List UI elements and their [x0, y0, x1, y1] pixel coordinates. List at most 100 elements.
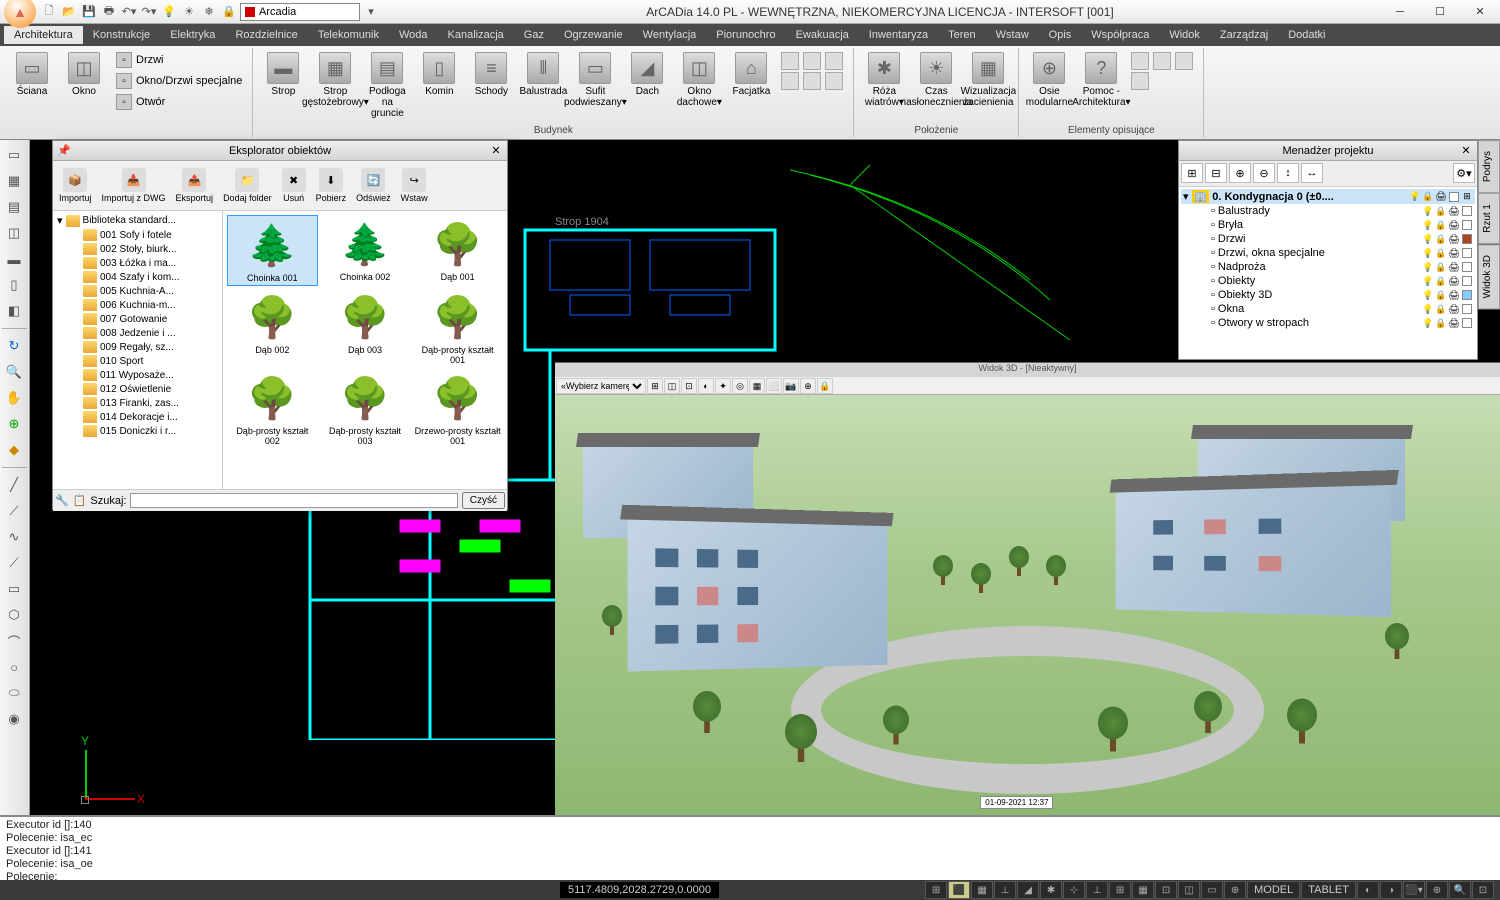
ribbon-small-button[interactable]: ▫Otwór — [112, 92, 246, 112]
ribbon-icon[interactable] — [781, 72, 799, 90]
v3d-button[interactable]: ⬜ — [766, 378, 782, 394]
ribbon-icon[interactable] — [1153, 52, 1171, 70]
mgr-button[interactable]: ↔ — [1301, 163, 1323, 183]
tool-icon[interactable]: ▯ — [2, 274, 26, 296]
sb-button[interactable]: ◫ — [1178, 881, 1200, 899]
ribbon-icon[interactable] — [803, 52, 821, 70]
manager-item[interactable]: ▫Obiekty 3D💡🔒🖨 — [1181, 288, 1475, 302]
close-button[interactable]: ✕ — [1460, 0, 1500, 24]
menu-item[interactable]: Wentylacja — [633, 26, 707, 44]
tool-icon[interactable]: ▭ — [2, 144, 26, 166]
sb-button[interactable]: ⊞ — [925, 881, 947, 899]
v3d-button[interactable]: ⊕ — [800, 378, 816, 394]
tree-item[interactable]: 014 Dekoracje i... — [55, 410, 220, 424]
tree-item[interactable]: 005 Kuchnia-A... — [55, 284, 220, 298]
explorer-toolbar-button[interactable]: ✖Usuń — [278, 163, 310, 208]
menu-item[interactable]: Piorunochro — [706, 26, 785, 44]
command-line[interactable]: Executor id []:140Polecenie: isa_ecExecu… — [0, 815, 1500, 880]
tool-rect-icon[interactable]: ▭ — [2, 578, 26, 600]
manager-item[interactable]: ▫Drzwi💡🔒🖨 — [1181, 232, 1475, 246]
tree-item[interactable]: 006 Kuchnia-m... — [55, 298, 220, 312]
tree-item[interactable]: 011 Wyposaże... — [55, 368, 220, 382]
explorer-tree[interactable]: ▾Biblioteka standard...001 Sofy i fotele… — [53, 211, 223, 489]
tree-item[interactable]: 007 Gotowanie — [55, 312, 220, 326]
ribbon-button[interactable]: ▭Ściana — [8, 50, 56, 99]
qat-undo-icon[interactable]: ↶▾ — [120, 3, 138, 21]
menu-item[interactable]: Wstaw — [986, 26, 1039, 44]
sb-button[interactable]: ⊡ — [1472, 881, 1494, 899]
tool-refresh-icon[interactable]: ↻ — [2, 335, 26, 357]
thumbnail[interactable]: 🌲Choinka 001 — [227, 215, 318, 286]
ribbon-button[interactable]: ◫Okno — [60, 50, 108, 99]
menu-item[interactable]: Woda — [389, 26, 438, 44]
qat-sun-icon[interactable]: ☀ — [180, 3, 198, 21]
v3d-button[interactable]: ✦ — [715, 378, 731, 394]
sb-button[interactable]: ⬛▾ — [1403, 881, 1425, 899]
clear-button[interactable]: Czyść — [462, 492, 505, 509]
thumbnail[interactable]: 🌳Dąb-prosty kształt 002 — [227, 369, 318, 448]
tool-icon[interactable]: ⊕ — [2, 413, 26, 435]
sb-button[interactable]: ⊥ — [994, 881, 1016, 899]
tool-zoom-icon[interactable]: 🔍 — [2, 361, 26, 383]
tool-arc-icon[interactable]: ⌒ — [2, 630, 26, 652]
tool-icon[interactable]: ◉ — [2, 708, 26, 730]
ribbon-icon[interactable] — [825, 72, 843, 90]
qat-dropdown-icon[interactable]: ▾ — [362, 3, 380, 21]
ribbon-button[interactable]: ▤Podłoga na gruncie — [363, 50, 411, 121]
manager-item[interactable]: ▫Otwory w stropach💡🔒🖨 — [1181, 316, 1475, 330]
camera-select[interactable]: «Wybierz kamerę» — [556, 378, 646, 394]
qat-print-icon[interactable]: 🖶 — [100, 3, 118, 21]
tool-pan-icon[interactable]: ✋ — [2, 387, 26, 409]
tree-item[interactable]: 009 Regały, sz... — [55, 340, 220, 354]
explorer-toolbar-button[interactable]: 🔄Odśwież — [352, 163, 395, 208]
menu-item[interactable]: Zarządzaj — [1210, 26, 1278, 44]
ribbon-button[interactable]: ◢Dach — [623, 50, 671, 99]
manager-close-button[interactable]: ✕ — [1459, 144, 1473, 158]
v3d-button[interactable]: ◎ — [732, 378, 748, 394]
menu-item[interactable]: Gaz — [514, 26, 554, 44]
ribbon-icon[interactable] — [1131, 52, 1149, 70]
sb-button[interactable]: ◢ — [1017, 881, 1039, 899]
tool-icon[interactable]: ▤ — [2, 196, 26, 218]
tool-icon[interactable]: ∿ — [2, 526, 26, 548]
maximize-button[interactable]: ☐ — [1420, 0, 1460, 24]
ribbon-icon[interactable] — [803, 72, 821, 90]
mgr-button[interactable]: ⊕ — [1229, 163, 1251, 183]
menu-item[interactable]: Inwentaryza — [859, 26, 938, 44]
v3d-button[interactable]: ◫ — [664, 378, 680, 394]
explorer-thumbnails[interactable]: 🌲Choinka 001🌲Choinka 002🌳Dąb 001 🌳Dąb 002… — [223, 211, 507, 489]
tool-icon[interactable]: ⟋ — [2, 500, 26, 522]
mgr-button[interactable]: ⊞ — [1181, 163, 1203, 183]
ribbon-button[interactable]: ◫Okno dachowe▾ — [675, 50, 723, 110]
menu-item[interactable]: Architektura — [4, 26, 83, 44]
ribbon-button[interactable]: ▭Sufit podwieszany▾ — [571, 50, 619, 110]
sb-button[interactable]: ⊹ — [1063, 881, 1085, 899]
explorer-toolbar-button[interactable]: ↪Wstaw — [397, 163, 432, 208]
qat-new-icon[interactable]: 🗋 — [40, 3, 58, 21]
sb-button[interactable]: 🔍 — [1449, 881, 1471, 899]
search-tool-icon[interactable]: 📋 — [73, 494, 87, 507]
thumbnail[interactable]: 🌳Drzewo-prosty kształt 001 — [412, 369, 503, 448]
explorer-toolbar-button[interactable]: ⬇Pobierz — [312, 163, 351, 208]
v3d-button[interactable]: 🔒 — [817, 378, 833, 394]
sb-button[interactable]: ◑ — [1380, 881, 1402, 899]
tree-item[interactable]: 001 Sofy i fotele — [55, 228, 220, 242]
tool-icon[interactable]: ⬡ — [2, 604, 26, 626]
qat-bulb-icon[interactable]: 💡 — [160, 3, 178, 21]
menu-item[interactable]: Telekomunik — [308, 26, 389, 44]
tool-icon[interactable]: ⟋ — [2, 552, 26, 574]
sb-button[interactable]: ⊡ — [1155, 881, 1177, 899]
sb-tablet-label[interactable]: TABLET — [1301, 881, 1356, 899]
sb-button[interactable]: ✱ — [1040, 881, 1062, 899]
thumbnail[interactable]: 🌲Choinka 002 — [320, 215, 411, 286]
manager-item[interactable]: ▫Drzwi, okna specjalne💡🔒🖨 — [1181, 246, 1475, 260]
thumbnail[interactable]: 🌳Dąb 002 — [227, 288, 318, 367]
tree-root[interactable]: ▾Biblioteka standard... — [55, 213, 220, 228]
v3d-button[interactable]: ⊞ — [647, 378, 663, 394]
v3d-button[interactable]: 📷 — [783, 378, 799, 394]
thumbnail[interactable]: 🌳Dąb 001 — [412, 215, 503, 286]
ribbon-button[interactable]: ▦Wizualizacja zacienienia — [964, 50, 1012, 110]
pin-icon[interactable]: 📌 — [57, 144, 71, 157]
layer-combo[interactable]: Arcadia — [240, 3, 360, 21]
sb-button[interactable]: ▭ — [1201, 881, 1223, 899]
